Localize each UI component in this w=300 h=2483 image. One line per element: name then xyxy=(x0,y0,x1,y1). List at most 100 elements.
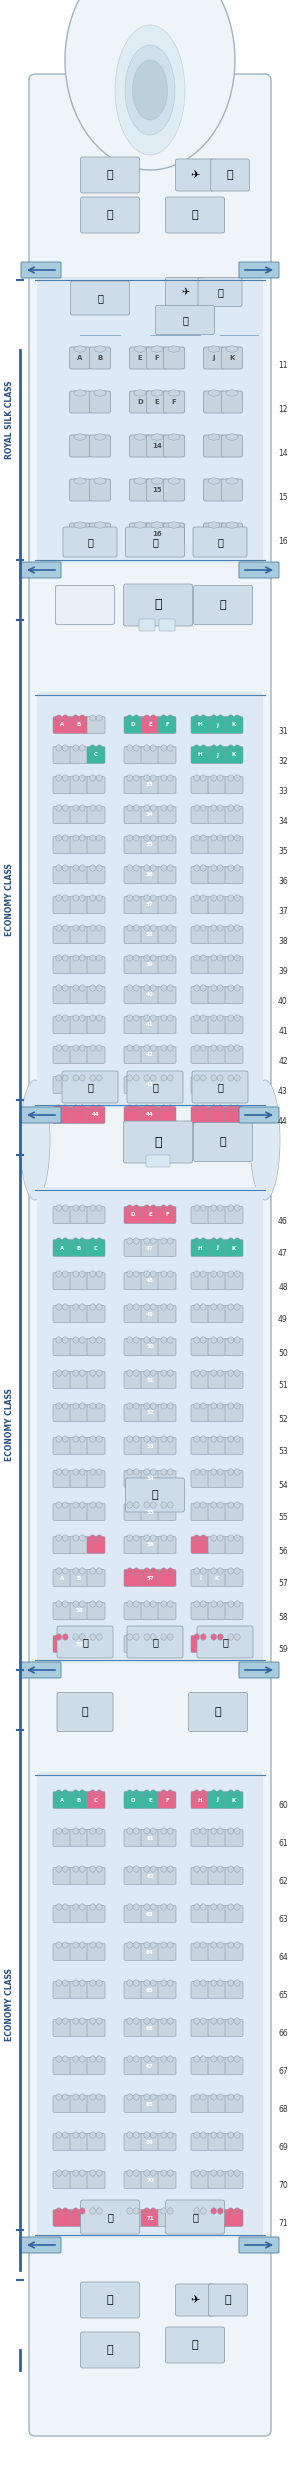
Ellipse shape xyxy=(235,1790,240,1795)
FancyBboxPatch shape xyxy=(164,348,184,370)
Text: A: A xyxy=(77,355,83,360)
Text: 66: 66 xyxy=(146,2026,154,2031)
Ellipse shape xyxy=(194,1634,200,1641)
Ellipse shape xyxy=(62,2019,68,2024)
FancyBboxPatch shape xyxy=(191,777,209,795)
FancyBboxPatch shape xyxy=(208,926,226,944)
Ellipse shape xyxy=(134,1204,139,1212)
FancyBboxPatch shape xyxy=(191,1793,209,1808)
Ellipse shape xyxy=(90,956,95,961)
FancyBboxPatch shape xyxy=(197,1626,253,1659)
FancyBboxPatch shape xyxy=(87,837,105,854)
FancyBboxPatch shape xyxy=(208,1405,226,1420)
Ellipse shape xyxy=(218,1016,223,1021)
Ellipse shape xyxy=(56,1979,61,1986)
Ellipse shape xyxy=(161,2056,167,2063)
Ellipse shape xyxy=(161,1105,167,1112)
Ellipse shape xyxy=(218,1435,223,1443)
FancyBboxPatch shape xyxy=(141,1405,159,1420)
Ellipse shape xyxy=(228,924,233,931)
Ellipse shape xyxy=(167,894,173,901)
Ellipse shape xyxy=(127,1790,133,1795)
Ellipse shape xyxy=(161,2019,167,2024)
Ellipse shape xyxy=(161,1602,167,1607)
Ellipse shape xyxy=(167,1634,173,1641)
Ellipse shape xyxy=(134,1904,139,1909)
FancyBboxPatch shape xyxy=(191,1602,209,1619)
FancyBboxPatch shape xyxy=(87,1239,105,1256)
Ellipse shape xyxy=(235,1204,240,1212)
Ellipse shape xyxy=(97,1865,102,1872)
FancyBboxPatch shape xyxy=(225,1505,243,1520)
FancyBboxPatch shape xyxy=(70,1867,88,1885)
Ellipse shape xyxy=(56,2056,61,2063)
Text: 61: 61 xyxy=(146,1835,154,1840)
Ellipse shape xyxy=(151,1271,156,1276)
FancyBboxPatch shape xyxy=(124,1338,142,1356)
Ellipse shape xyxy=(200,1016,206,1021)
FancyBboxPatch shape xyxy=(225,1636,243,1654)
Ellipse shape xyxy=(80,1942,85,1949)
FancyBboxPatch shape xyxy=(53,1207,71,1224)
FancyBboxPatch shape xyxy=(158,1271,176,1289)
Ellipse shape xyxy=(200,1790,206,1795)
Ellipse shape xyxy=(56,1904,61,1909)
Text: B: B xyxy=(77,723,81,728)
FancyBboxPatch shape xyxy=(225,807,243,824)
Ellipse shape xyxy=(151,2133,156,2138)
FancyBboxPatch shape xyxy=(225,986,243,1003)
FancyBboxPatch shape xyxy=(70,1505,88,1520)
FancyBboxPatch shape xyxy=(53,986,71,1003)
Ellipse shape xyxy=(144,2056,149,2063)
Ellipse shape xyxy=(218,1534,223,1542)
Ellipse shape xyxy=(90,1045,95,1050)
FancyBboxPatch shape xyxy=(70,1239,88,1256)
Text: 🚻: 🚻 xyxy=(220,601,226,611)
Ellipse shape xyxy=(144,1045,149,1050)
Ellipse shape xyxy=(235,1336,240,1343)
Ellipse shape xyxy=(62,864,68,872)
Ellipse shape xyxy=(144,1204,149,1212)
Ellipse shape xyxy=(97,1502,102,1507)
FancyBboxPatch shape xyxy=(80,156,140,194)
Ellipse shape xyxy=(90,1827,95,1835)
Ellipse shape xyxy=(97,2093,102,2101)
Text: C: C xyxy=(94,1798,98,1803)
Ellipse shape xyxy=(144,804,149,812)
Text: 70: 70 xyxy=(278,2183,288,2190)
Ellipse shape xyxy=(97,1075,102,1080)
FancyBboxPatch shape xyxy=(53,807,71,824)
Text: J: J xyxy=(216,723,218,728)
FancyBboxPatch shape xyxy=(124,986,142,1003)
Ellipse shape xyxy=(200,1979,206,1986)
Ellipse shape xyxy=(90,2093,95,2101)
FancyBboxPatch shape xyxy=(56,586,115,626)
Ellipse shape xyxy=(151,894,156,901)
FancyBboxPatch shape xyxy=(208,1602,226,1619)
Text: B: B xyxy=(77,1798,81,1803)
Ellipse shape xyxy=(151,521,163,529)
Ellipse shape xyxy=(228,1271,233,1276)
FancyBboxPatch shape xyxy=(225,1016,243,1033)
Ellipse shape xyxy=(235,1534,240,1542)
Ellipse shape xyxy=(62,834,68,842)
Ellipse shape xyxy=(97,1239,102,1244)
Text: 15: 15 xyxy=(152,487,162,494)
Ellipse shape xyxy=(90,1502,95,1507)
FancyBboxPatch shape xyxy=(53,1793,71,1808)
FancyBboxPatch shape xyxy=(191,1830,209,1847)
Text: D: D xyxy=(137,400,143,405)
Ellipse shape xyxy=(194,1567,200,1574)
Text: 🥤: 🥤 xyxy=(154,598,162,611)
Ellipse shape xyxy=(90,775,95,782)
Ellipse shape xyxy=(151,1336,156,1343)
Ellipse shape xyxy=(200,1075,206,1080)
Text: K: K xyxy=(232,723,236,728)
Ellipse shape xyxy=(235,745,240,752)
Ellipse shape xyxy=(90,1942,95,1949)
Ellipse shape xyxy=(211,1904,217,1909)
FancyBboxPatch shape xyxy=(87,2058,105,2073)
Text: 44: 44 xyxy=(92,1112,100,1117)
Ellipse shape xyxy=(90,1470,95,1475)
Ellipse shape xyxy=(211,1239,217,1244)
